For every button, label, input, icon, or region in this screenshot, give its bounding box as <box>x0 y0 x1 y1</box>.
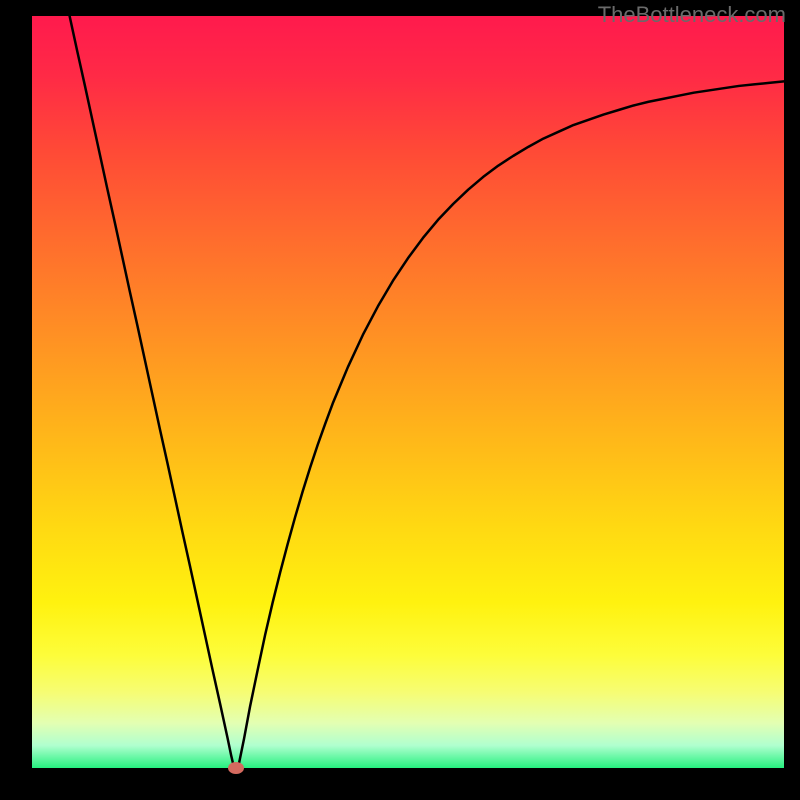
watermark-text: TheBottleneck.com <box>598 2 786 28</box>
chart-frame: TheBottleneck.com <box>0 0 800 800</box>
optimal-point-marker <box>228 762 244 774</box>
bottleneck-curve <box>32 16 784 768</box>
plot-area <box>32 16 784 768</box>
